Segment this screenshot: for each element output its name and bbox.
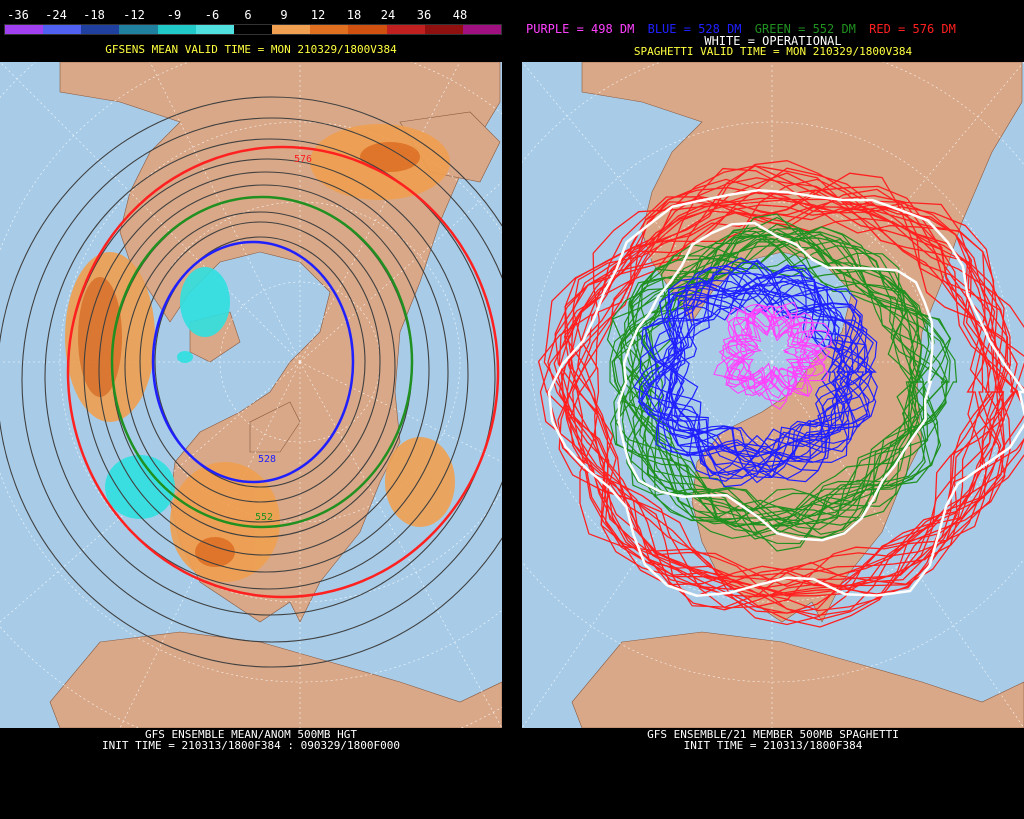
spaghetti-blue-line — [655, 266, 857, 483]
anomaly-scale-labels: -36 -24 -18 -12 -9 -6 6 9 12 18 24 36 48 — [0, 8, 502, 22]
right-valid-time-title: SPAGHETTI VALID TIME = MON 210329/1800V3… — [633, 45, 913, 58]
spaghetti-blue-line — [644, 268, 871, 476]
legend-red: RED = 576 DM — [869, 22, 956, 36]
spaghetti-green-line — [609, 216, 949, 527]
spaghetti-red-line — [558, 188, 1018, 590]
ensemble-mean-map: 576 528 552 — [0, 62, 502, 728]
spaghetti-red-line — [569, 198, 1002, 598]
left-footer-line2: INIT TIME = 210313/1800F384 : 090329/180… — [101, 739, 400, 752]
spaghetti-red-line — [564, 204, 997, 597]
spaghetti-red-line — [543, 191, 1005, 628]
spaghetti-purple-line — [721, 303, 832, 410]
panel-separator — [502, 0, 522, 819]
operational-576-line — [547, 188, 1024, 597]
scale-label: 24 — [380, 8, 396, 22]
scale-swatch — [119, 25, 158, 34]
scale-swatch — [5, 25, 44, 34]
contour-552 — [110, 195, 414, 529]
spaghetti-red-line — [553, 177, 1008, 598]
spaghetti-red-line — [577, 178, 1016, 587]
legend-white: WHITE = OPERATIONAL — [704, 34, 842, 48]
scale-label: 12 — [310, 8, 326, 22]
legend-purple: PURPLE = 498 DM — [526, 22, 635, 36]
scale-swatch — [348, 25, 387, 34]
spaghetti-contours — [537, 160, 1024, 628]
legend-blue: BLUE = 528 DM — [647, 22, 742, 36]
spaghetti-blue-line — [633, 279, 874, 477]
right-footer-line1: GFS ENSEMBLE/21 MEMBER 500MB SPAGHETTI — [647, 728, 899, 741]
spaghetti-blue-line — [667, 281, 878, 479]
spaghetti-purple-line — [723, 309, 814, 397]
scale-label: 9 — [280, 8, 288, 22]
spaghetti-blue-line — [665, 259, 847, 484]
spaghetti-legend: PURPLE = 498 DM BLUE = 528 DM GREEN = 55… — [526, 22, 962, 36]
right-footer-line2: INIT TIME = 210313/1800F384 — [683, 739, 863, 752]
contour-label: 576 — [294, 154, 312, 165]
spaghetti-panel: PURPLE = 498 DM BLUE = 528 DM GREEN = 55… — [522, 0, 1024, 819]
spaghetti-red-line — [572, 165, 1005, 590]
scale-label: 36 — [416, 8, 432, 22]
left-footer-line1: GFS ENSEMBLE MEAN/ANOM 500MB HGT — [145, 728, 357, 741]
spaghetti-red-line — [567, 196, 1024, 614]
scale-swatch — [462, 25, 502, 34]
scale-label: -12 — [123, 8, 145, 22]
scale-label: 48 — [452, 8, 468, 22]
ensemble-mean-panel: -36 -24 -18 -12 -9 -6 6 9 12 18 24 36 48… — [0, 0, 502, 819]
scale-label: -9 — [166, 8, 182, 22]
contour-label: 528 — [258, 454, 276, 465]
spaghetti-green-line — [638, 238, 916, 520]
left-valid-time-title: GFSENS MEAN VALID TIME = MON 210329/1800… — [105, 43, 397, 56]
scale-label: 6 — [244, 8, 252, 22]
spaghetti-purple-line — [722, 308, 820, 397]
scale-swatch — [272, 25, 311, 34]
spaghetti-green-line — [606, 226, 930, 552]
legend-green: GREEN = 552 DM — [754, 22, 856, 36]
spaghetti-green-line — [631, 234, 958, 527]
anomaly-color-scale — [4, 24, 502, 35]
contour-576 — [66, 145, 500, 599]
scale-swatch — [81, 25, 120, 34]
scale-swatch — [195, 25, 234, 34]
operational-552-line — [617, 221, 934, 542]
scale-label: -24 — [45, 8, 67, 22]
spaghetti-green-line — [611, 230, 917, 519]
scale-swatch — [233, 25, 273, 34]
scale-label: -36 — [7, 8, 29, 22]
spaghetti-red-line — [563, 210, 1009, 614]
spaghetti-green-line — [623, 254, 935, 528]
contour-label: 552 — [255, 512, 273, 523]
scale-swatch — [43, 25, 82, 34]
scale-swatch — [310, 25, 349, 34]
spaghetti-purple-line — [728, 309, 816, 397]
scale-label: -6 — [204, 8, 220, 22]
spaghetti-purple-line — [725, 305, 831, 399]
contour-528 — [151, 240, 355, 484]
spaghetti-red-line — [558, 167, 1006, 597]
scale-swatch — [424, 25, 463, 34]
scale-label: -18 — [83, 8, 105, 22]
scale-swatch — [386, 25, 425, 34]
spaghetti-red-line — [547, 202, 1004, 612]
spaghetti-map — [522, 62, 1024, 728]
scale-swatch — [157, 25, 196, 34]
scale-label: 18 — [346, 8, 362, 22]
